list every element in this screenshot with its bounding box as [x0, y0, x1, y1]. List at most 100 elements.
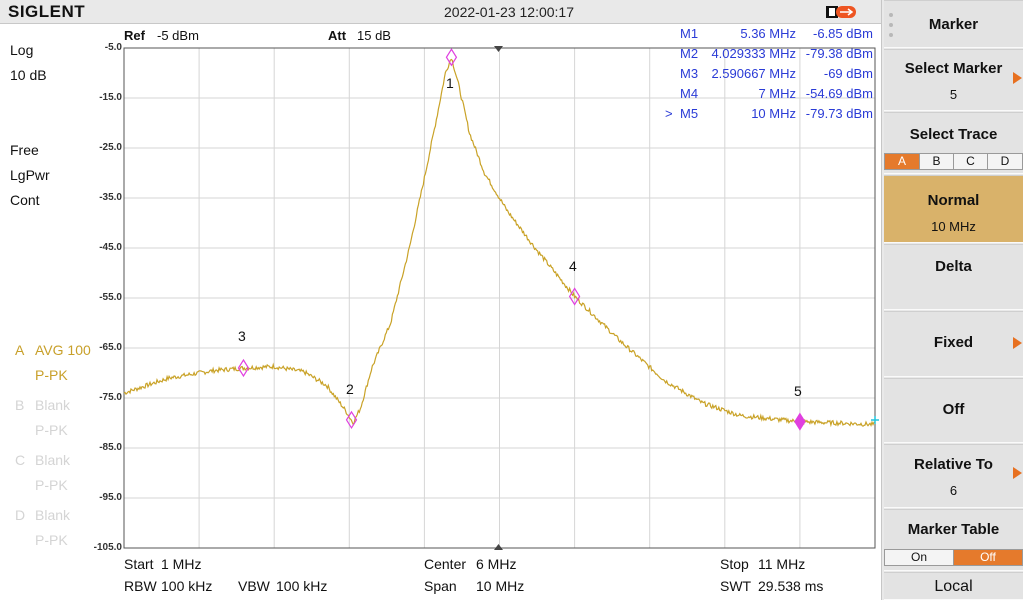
vbw-value[interactable]: 100 kHz [276, 578, 328, 594]
ref-label: Ref [124, 28, 145, 43]
relative-to-button[interactable]: Relative To 6 [884, 444, 1023, 508]
trace-option-c[interactable]: C [953, 153, 988, 170]
marker-1-diamond[interactable] [445, 48, 458, 67]
trace-a-line [123, 58, 876, 428]
detector-mode: LgPwr [10, 167, 50, 183]
ref-value: -5 dBm [157, 28, 199, 43]
swt-value[interactable]: 29.538 ms [758, 578, 824, 594]
y-tick: -65.0 [99, 342, 122, 353]
trace-a-letter: A [15, 342, 25, 358]
trace-c-letter: C [15, 452, 26, 468]
local-label: Local [934, 578, 973, 595]
delta-button[interactable]: Delta [884, 244, 1023, 310]
marker-name: M5 [680, 106, 699, 121]
marker-name: M1 [680, 26, 699, 41]
stop-value[interactable]: 11 MHz [758, 556, 806, 572]
marker-table-off[interactable]: Off [953, 549, 1023, 566]
marker-name: M3 [680, 66, 699, 81]
fixed-button[interactable]: Fixed [884, 311, 1023, 377]
swt-label: SWT [720, 578, 752, 594]
marker-level: -79.38 dBm [805, 46, 873, 61]
y-tick: -35.0 [99, 192, 122, 203]
spectrum-grid [123, 46, 879, 550]
select-marker-value: 5 [949, 87, 958, 102]
sweep-run: Cont [10, 192, 40, 208]
y-tick: -55.0 [99, 292, 122, 303]
y-tick: -5.0 [104, 42, 122, 53]
select-marker-label: Select Marker [904, 60, 1003, 77]
stop-label: Stop [720, 556, 749, 572]
vbw-label: VBW [238, 578, 270, 594]
marker-name: M2 [680, 46, 699, 61]
trace-option-d[interactable]: D [987, 153, 1023, 170]
relative-to-value: 6 [949, 483, 958, 498]
marker-level: -54.69 dBm [805, 86, 873, 101]
span-label: Span [424, 578, 457, 594]
y-tick: -75.0 [99, 392, 122, 403]
marker-3-diamond[interactable] [237, 358, 250, 378]
marker-3-label: 3 [238, 328, 246, 344]
marker-selected-indicator: > [665, 106, 673, 121]
local-button[interactable]: Local [884, 572, 1023, 600]
trace-end-marker [871, 416, 879, 424]
scale-div: 10 dB [10, 67, 47, 83]
normal-value: 10 MHz [931, 219, 976, 234]
marker-table-button[interactable]: Marker Table On Off [884, 509, 1023, 571]
marker-level: -6.85 dBm [813, 26, 873, 41]
trace-b-det: P-PK [35, 422, 68, 438]
trace-c-det: P-PK [35, 477, 68, 493]
normal-button[interactable]: Normal 10 MHz [884, 175, 1023, 243]
chevron-right-icon [1013, 72, 1022, 84]
trace-option-b[interactable]: B [919, 153, 954, 170]
marker-1-label: 1 [446, 75, 454, 91]
center-top-marker [494, 46, 503, 52]
trace-c-name: Blank [35, 452, 71, 468]
off-button[interactable]: Off [884, 378, 1023, 443]
brand-logo: SIGLENT [8, 2, 86, 21]
marker-table-label: Marker Table [907, 521, 1000, 538]
marker-freq: 2.590667 MHz [711, 66, 796, 81]
marker-name: M4 [680, 86, 699, 101]
select-marker-button[interactable]: Select Marker 5 [884, 49, 1023, 111]
trace-d-name: Blank [35, 507, 71, 523]
chevron-right-icon [1013, 337, 1022, 349]
marker-5-label: 5 [794, 383, 802, 399]
sweep-mode: Free [10, 142, 39, 158]
select-trace-button[interactable]: Select Trace A B C D [884, 112, 1023, 174]
off-label: Off [942, 401, 965, 418]
fixed-label: Fixed [933, 334, 974, 351]
select-trace-label: Select Trace [909, 126, 998, 143]
span-value[interactable]: 10 MHz [476, 578, 525, 594]
marker-4-diamond[interactable] [568, 287, 581, 306]
att-label: Att [328, 28, 347, 43]
relative-to-label: Relative To [914, 456, 993, 473]
normal-label: Normal [927, 192, 980, 209]
center-bottom-marker [494, 544, 503, 550]
y-tick: -25.0 [99, 142, 122, 153]
trace-option-a[interactable]: A [884, 153, 920, 170]
datetime: 2022-01-23 12:00:17 [444, 4, 574, 20]
chevron-right-icon [1013, 467, 1022, 479]
menu-title: Marker [884, 0, 1023, 48]
y-tick: -105.0 [93, 542, 122, 553]
marker-4-label: 4 [569, 258, 577, 274]
marker-2-label: 2 [346, 381, 354, 397]
marker-5-diamond[interactable] [794, 412, 806, 431]
usb-icon [826, 6, 856, 18]
y-tick: -15.0 [99, 92, 122, 103]
marker-level: -79.73 dBm [805, 106, 873, 121]
marker-2-diamond[interactable] [345, 410, 358, 430]
trace-d-letter: D [15, 507, 26, 523]
center-value[interactable]: 6 MHz [476, 556, 517, 572]
marker-table-on[interactable]: On [884, 549, 954, 566]
rbw-value[interactable]: 100 kHz [161, 578, 213, 594]
scale-type: Log [10, 42, 34, 58]
marker-freq: 5.36 MHz [740, 26, 796, 41]
trace-b-name: Blank [35, 397, 71, 413]
menu-title-text: Marker [928, 16, 979, 33]
start-value[interactable]: 1 MHz [161, 556, 202, 572]
trace-a-name: AVG 100 [35, 342, 91, 358]
trace-d-det: P-PK [35, 532, 68, 548]
marker-freq: 4.029333 MHz [711, 46, 796, 61]
status-bar: SIGLENT 2022-01-23 12:00:17 [0, 0, 881, 24]
